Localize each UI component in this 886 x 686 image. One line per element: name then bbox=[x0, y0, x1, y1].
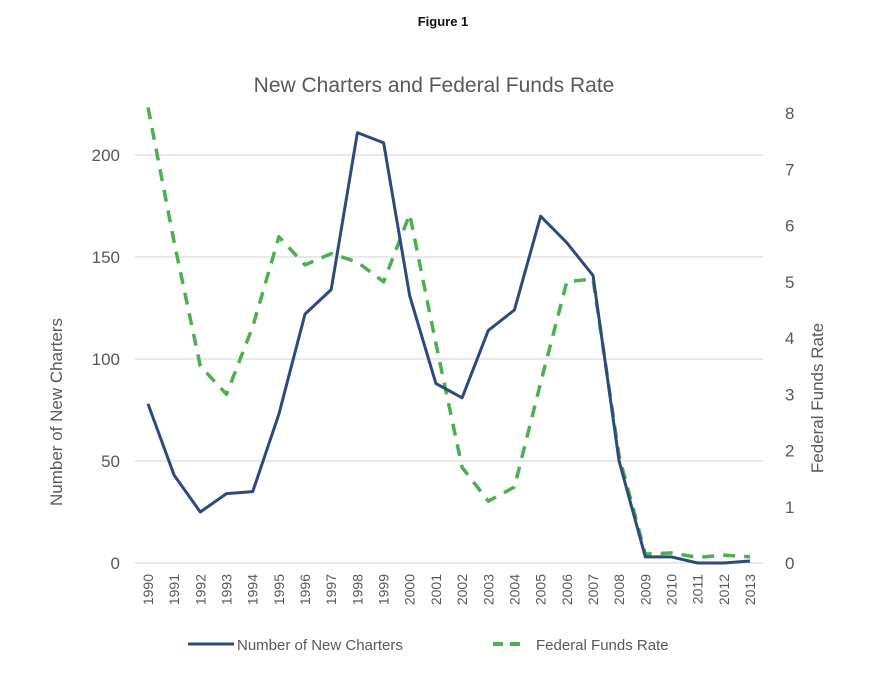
left-tick-label: 150 bbox=[92, 248, 120, 267]
right-tick-label: 6 bbox=[785, 217, 794, 236]
right-axis-ticks: 0 1 2 3 4 5 6 7 8 bbox=[785, 104, 794, 573]
series-layer bbox=[146, 107, 751, 565]
chart-title: New Charters and Federal Funds Rate bbox=[254, 74, 615, 97]
legend-label-ffr: Federal Funds Rate bbox=[536, 637, 669, 654]
left-tick-label: 200 bbox=[92, 146, 120, 165]
x-tick-label: 1995 bbox=[271, 574, 287, 605]
x-tick-label: 2006 bbox=[559, 574, 575, 605]
right-tick-label: 8 bbox=[785, 104, 794, 123]
x-tick-label: 1993 bbox=[219, 574, 235, 605]
left-axis-title: Number of New Charters bbox=[47, 318, 66, 506]
x-tick-label: 2010 bbox=[663, 574, 679, 605]
right-tick-label: 4 bbox=[785, 329, 794, 348]
right-tick-label: 7 bbox=[785, 160, 794, 179]
x-axis-ticks: 1990 1991 1992 1993 1994 1995 1996 1997 1998 1999… bbox=[140, 574, 758, 605]
x-tick-label: 1997 bbox=[323, 574, 339, 605]
x-tick-label: 2003 bbox=[480, 574, 496, 605]
legend: Number of New Charters Federal Funds Rat… bbox=[188, 637, 669, 654]
x-tick-label: 2011 bbox=[690, 574, 706, 604]
x-tick-label: 1990 bbox=[140, 574, 156, 605]
x-tick-label: 2012 bbox=[716, 574, 732, 605]
x-tick-label: 2002 bbox=[454, 574, 470, 605]
gridlines bbox=[135, 154, 763, 564]
right-tick-label: 3 bbox=[785, 385, 794, 404]
right-tick-label: 1 bbox=[785, 498, 794, 517]
legend-label-charters: Number of New Charters bbox=[237, 637, 403, 654]
left-tick-label: 50 bbox=[101, 452, 120, 471]
x-tick-label: 1998 bbox=[349, 574, 365, 605]
right-axis-title: Federal Funds Rate bbox=[808, 323, 827, 473]
x-tick-label: 1992 bbox=[192, 574, 208, 605]
x-tick-label: 2005 bbox=[533, 574, 549, 605]
x-tick-label: 2013 bbox=[742, 574, 758, 605]
right-tick-label: 5 bbox=[785, 273, 794, 292]
right-tick-label: 2 bbox=[785, 442, 794, 461]
x-tick-label: 2004 bbox=[506, 574, 522, 605]
x-tick-label: 1999 bbox=[376, 574, 392, 605]
left-tick-label: 100 bbox=[92, 350, 120, 369]
x-tick-label: 2009 bbox=[637, 574, 653, 605]
left-tick-label: 0 bbox=[111, 554, 120, 573]
left-axis-ticks: 0 50 100 150 200 bbox=[92, 146, 120, 573]
series-line-ffr bbox=[146, 107, 751, 560]
series-line-charters bbox=[146, 131, 751, 565]
x-tick-label: 1991 bbox=[166, 574, 182, 605]
x-tick-label: 2001 bbox=[428, 574, 444, 605]
right-tick-label: 0 bbox=[785, 554, 794, 573]
x-tick-label: 1996 bbox=[297, 574, 313, 605]
x-tick-label: 2000 bbox=[402, 574, 418, 605]
figure-label: Figure 1 bbox=[417, 14, 469, 29]
x-tick-label: 2008 bbox=[611, 574, 627, 605]
x-tick-label: 1994 bbox=[245, 574, 261, 605]
x-tick-label: 2007 bbox=[585, 574, 601, 605]
